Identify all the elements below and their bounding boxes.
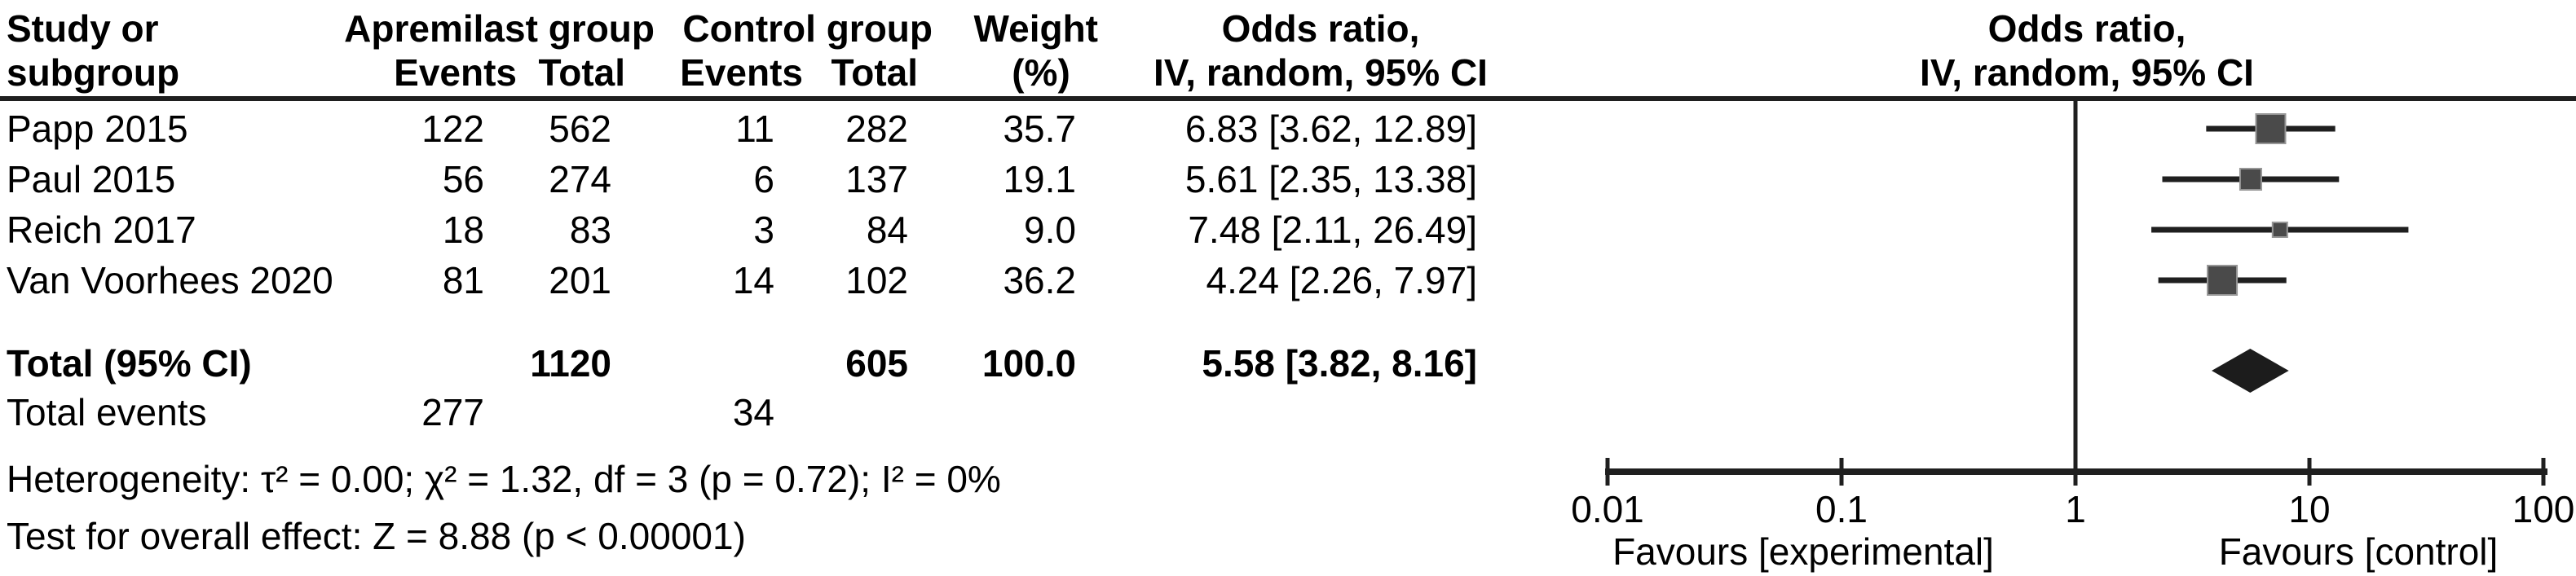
axis-tick-label: 1 bbox=[2065, 488, 2086, 530]
events-experimental: 122 bbox=[421, 108, 484, 150]
overall-effect-stats: Test for overall effect: Z = 8.88 (p < 0… bbox=[7, 515, 746, 557]
col-study-line1: Study or bbox=[7, 7, 159, 50]
total-events-label: Total events bbox=[7, 391, 207, 433]
or-ci-label: 5.61 [2.35, 13.38] bbox=[1184, 158, 1477, 200]
total-experimental: 83 bbox=[569, 209, 611, 251]
total-experimental: 201 bbox=[549, 259, 611, 301]
plot-header-line1: Odds ratio, bbox=[1987, 7, 2186, 50]
events-experimental: 81 bbox=[442, 259, 484, 301]
events-experimental: 18 bbox=[442, 209, 484, 251]
col-apremilast-total: Total bbox=[538, 51, 625, 94]
axis-tick-label: 0.1 bbox=[1815, 488, 1868, 530]
or-ci-label: 7.48 [2.11, 26.49] bbox=[1188, 209, 1477, 251]
weight-value: 9.0 bbox=[1024, 209, 1076, 251]
axis-tick-label: 100 bbox=[2512, 488, 2575, 530]
effect-square bbox=[2207, 265, 2239, 296]
axis-tick bbox=[1839, 458, 1844, 486]
effect-square bbox=[2255, 113, 2287, 144]
col-apremilast-group: Apremilast group bbox=[344, 7, 655, 50]
col-control-group: Control group bbox=[682, 7, 933, 50]
or-ci-label: 6.83 [3.62, 12.89] bbox=[1184, 108, 1477, 150]
col-apremilast-events: Events bbox=[394, 51, 517, 94]
events-control: 3 bbox=[753, 209, 774, 251]
total-control: 282 bbox=[845, 108, 908, 150]
summary-diamond bbox=[2212, 349, 2289, 393]
study-name: Van Voorhees 2020 bbox=[7, 259, 333, 301]
events-experimental: 56 bbox=[442, 158, 484, 200]
events-control: 11 bbox=[735, 108, 774, 150]
col-or-line2: IV, random, 95% CI bbox=[1153, 51, 1488, 94]
total-control: 84 bbox=[866, 209, 908, 251]
col-weight-pct: (%) bbox=[1012, 51, 1070, 94]
events-control: 6 bbox=[753, 158, 774, 200]
col-weight: Weight bbox=[973, 7, 1098, 50]
favours-control-label: Favours [control] bbox=[2218, 530, 2499, 573]
col-control-events: Events bbox=[680, 51, 803, 94]
weight-value: 36.2 bbox=[1003, 259, 1076, 301]
col-or-line1: Odds ratio, bbox=[1221, 7, 1420, 50]
total-experimental: 274 bbox=[549, 158, 611, 200]
axis-tick bbox=[2073, 458, 2078, 486]
plot-header-line2: IV, random, 95% CI bbox=[1920, 51, 2254, 94]
total-experimental-n: 1120 bbox=[530, 342, 611, 385]
heterogeneity-stats: Heterogeneity: τ² = 0.00; χ² = 1.32, df … bbox=[7, 458, 1001, 500]
weight-value: 19.1 bbox=[1003, 158, 1076, 200]
effect-square bbox=[2271, 222, 2288, 238]
weight-value: 35.7 bbox=[1003, 108, 1076, 150]
axis-tick bbox=[1605, 458, 1610, 486]
total-control-n: 605 bbox=[845, 342, 908, 385]
total-events-experimental: 277 bbox=[421, 391, 484, 433]
total-weight: 100.0 bbox=[981, 342, 1076, 385]
events-control: 14 bbox=[732, 259, 774, 301]
col-study-line2: subgroup bbox=[7, 51, 180, 94]
study-name: Reich 2017 bbox=[7, 209, 196, 251]
total-control: 102 bbox=[845, 259, 908, 301]
header-divider bbox=[0, 96, 2576, 101]
axis-tick-label: 0.01 bbox=[1571, 488, 1644, 530]
total-control: 137 bbox=[845, 158, 908, 200]
effect-square bbox=[2239, 168, 2262, 191]
null-effect-line bbox=[2073, 101, 2078, 472]
total-experimental: 562 bbox=[549, 108, 611, 150]
axis-tick bbox=[2541, 458, 2546, 486]
axis-tick bbox=[2307, 458, 2312, 486]
or-ci-label: 4.24 [2.26, 7.97] bbox=[1206, 259, 1478, 301]
favours-experimental-label: Favours [experimental] bbox=[1612, 530, 1994, 573]
axis-tick-label: 10 bbox=[2288, 488, 2331, 530]
total-or-ci-label: 5.58 [3.82, 8.16] bbox=[1202, 342, 1477, 385]
total-row-label: Total (95% CI) bbox=[7, 342, 252, 385]
study-name: Papp 2015 bbox=[7, 108, 188, 150]
study-name: Paul 2015 bbox=[7, 158, 176, 200]
col-control-total: Total bbox=[831, 51, 918, 94]
total-events-control: 34 bbox=[732, 391, 774, 433]
